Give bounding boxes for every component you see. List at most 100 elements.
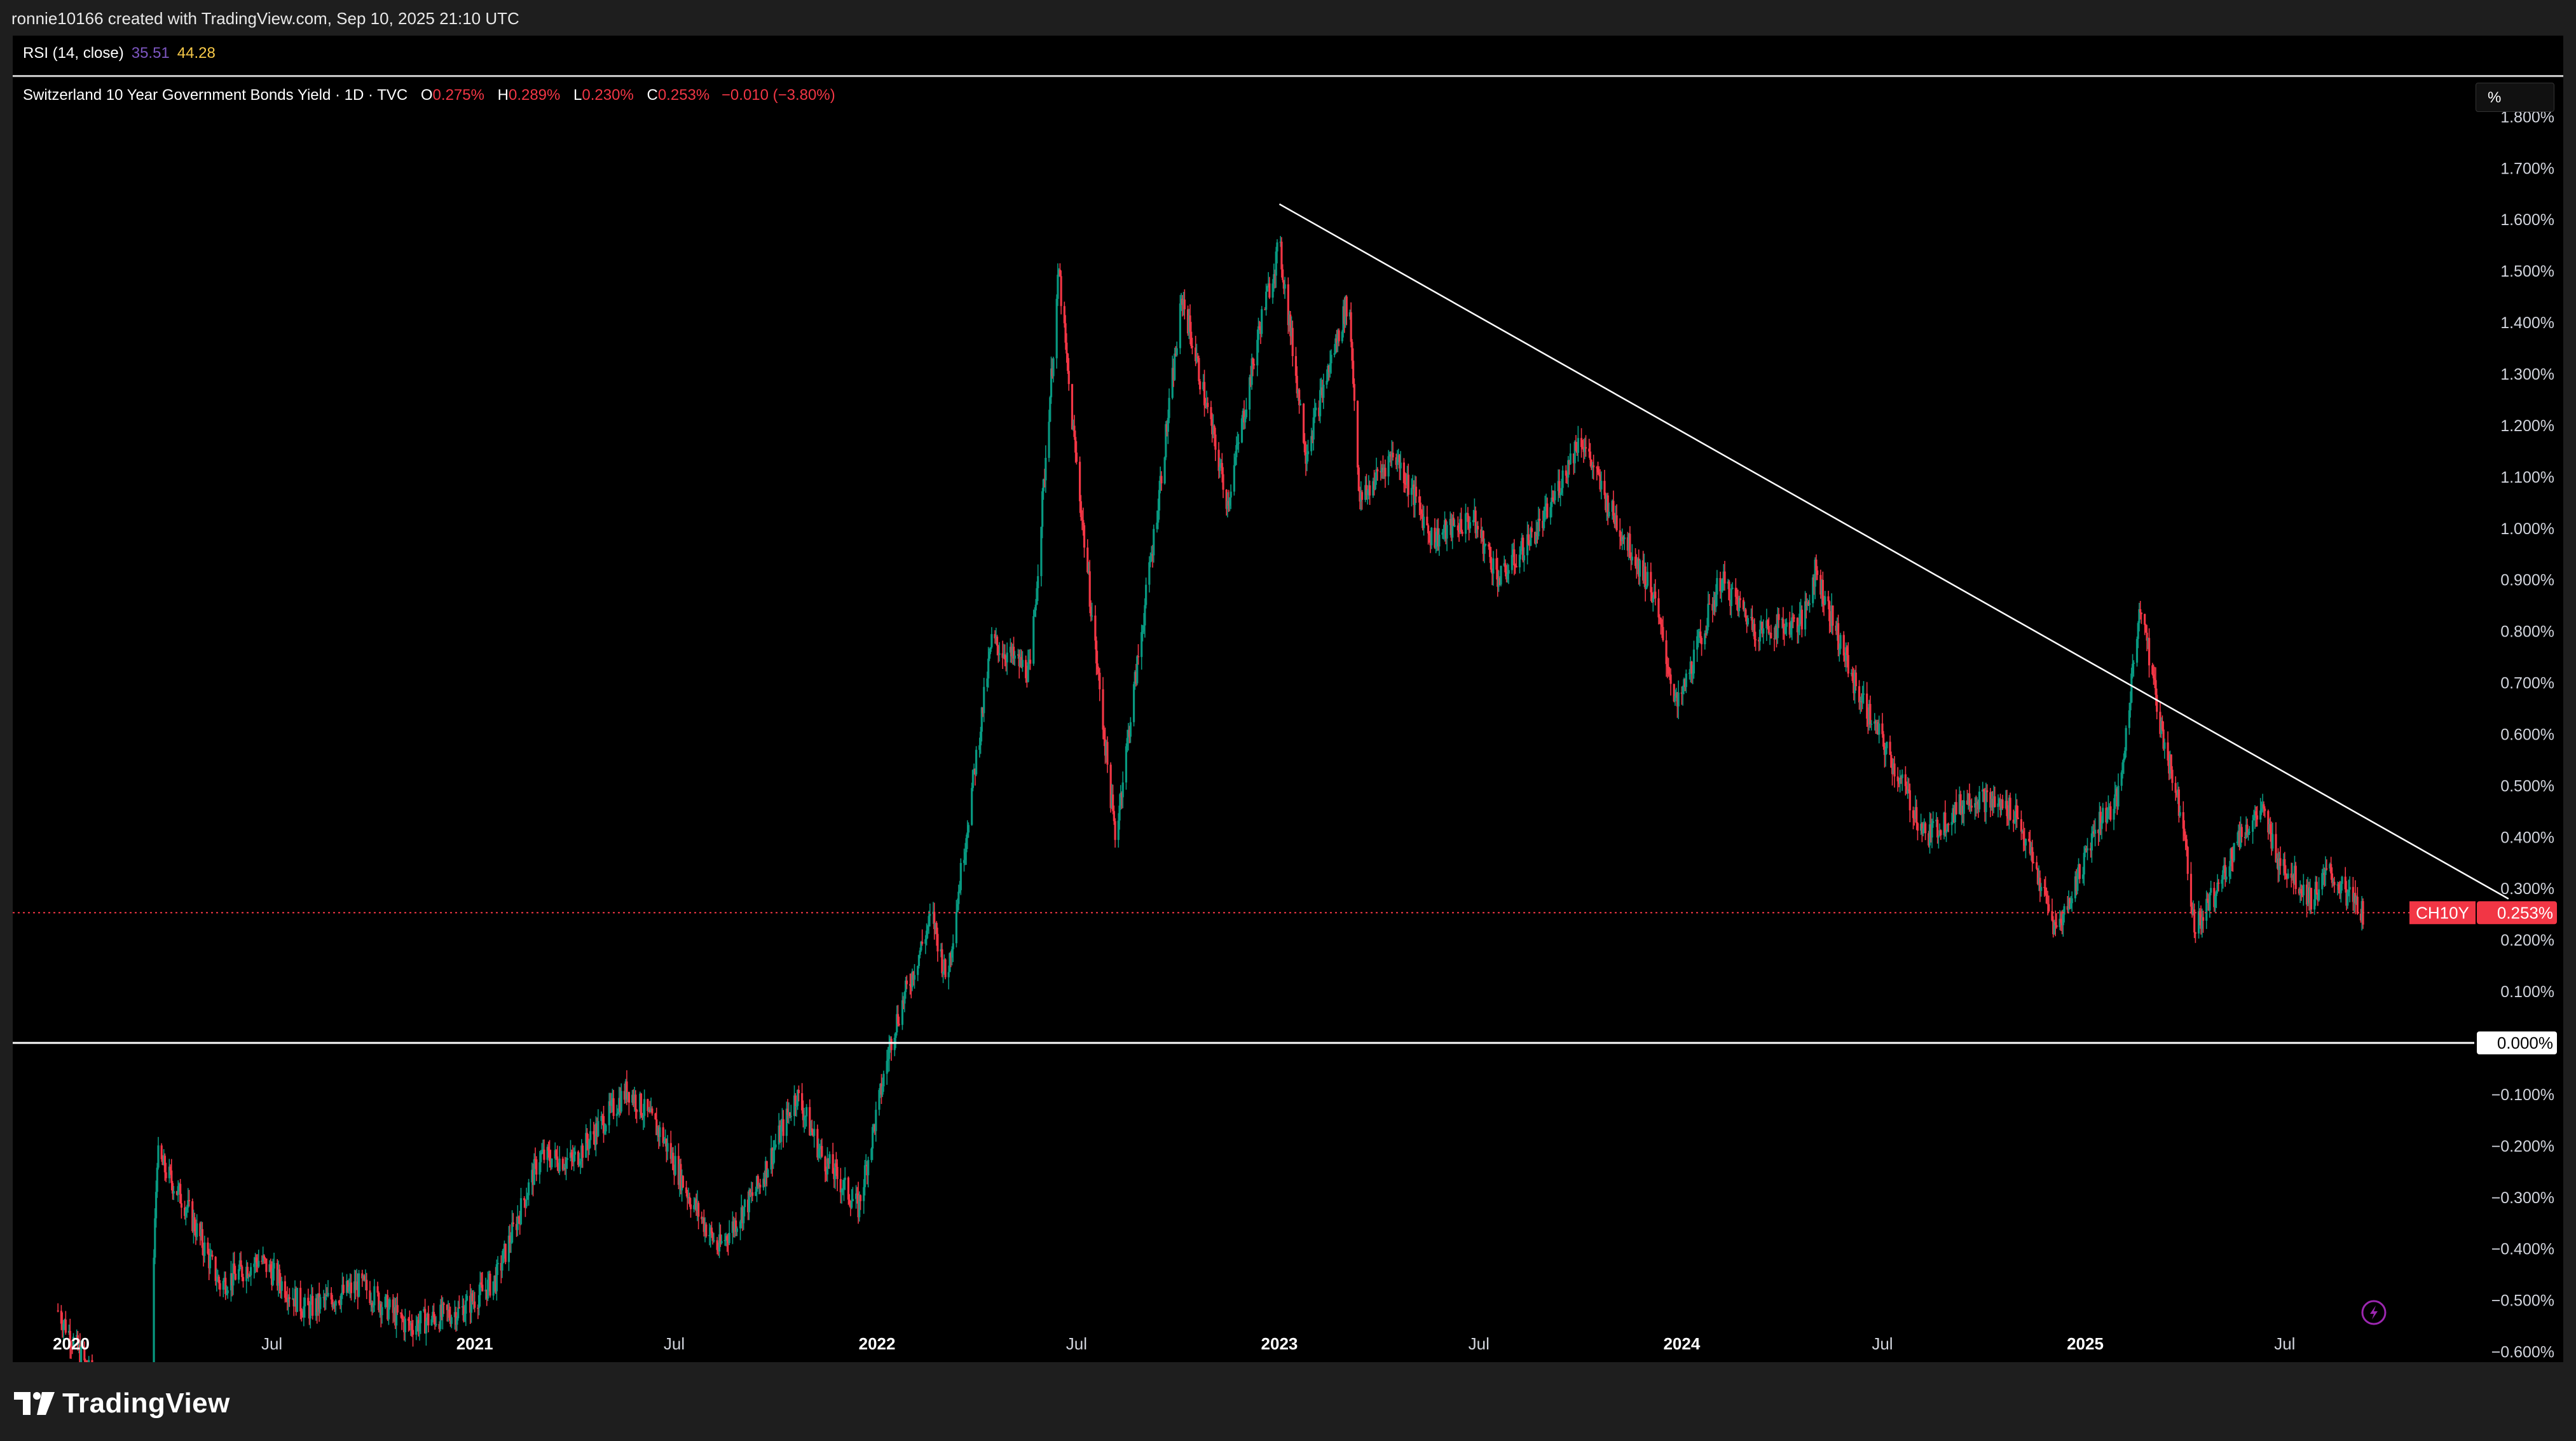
candle-body — [2012, 820, 2015, 824]
candle-body — [1696, 636, 1699, 650]
candle-body — [1148, 562, 1151, 585]
candle-body — [1099, 672, 1101, 689]
candle-body — [1034, 604, 1037, 610]
candle-body — [1213, 425, 1216, 435]
candle-body — [2162, 729, 2165, 749]
rsi-value: 35.51 — [131, 45, 170, 62]
candle-body — [867, 1160, 870, 1176]
candle-body — [934, 923, 937, 930]
candle-body — [1905, 786, 1908, 794]
candle-body — [618, 1098, 620, 1112]
candle-body — [1186, 309, 1189, 334]
candle-body — [1195, 347, 1197, 362]
candle-body — [790, 1115, 792, 1117]
candle-body — [1530, 528, 1533, 532]
candle-body — [531, 1169, 533, 1183]
candle-body — [1952, 808, 1954, 822]
candle-body — [1638, 560, 1641, 577]
tradingview-logo[interactable]: TradingView — [14, 1388, 230, 1419]
y-tick-label: 0.300% — [2500, 880, 2554, 898]
rsi-pane[interactable]: RSI (14, close) 35.51 44.28 — [13, 36, 2563, 75]
candle-body — [1327, 365, 1331, 372]
candle-body — [2009, 797, 2011, 820]
candle-body — [1967, 793, 1970, 805]
candle-body — [399, 1313, 402, 1314]
candle-body — [723, 1239, 726, 1241]
candle-body — [1728, 581, 1730, 600]
candle-body — [654, 1113, 657, 1120]
candle-body — [734, 1220, 736, 1231]
candle-body — [195, 1231, 197, 1238]
y-tick-label: 1.300% — [2500, 366, 2554, 383]
candle-body — [523, 1198, 526, 1201]
candle-body — [1600, 481, 1603, 490]
candle-body — [394, 1307, 397, 1326]
candle-body — [461, 1306, 464, 1307]
candle-body — [1012, 646, 1015, 659]
candle-body — [1685, 673, 1687, 687]
candle-body — [1958, 794, 1961, 815]
candle-body — [1505, 572, 1508, 580]
main-chart-pane[interactable]: 1.900%1.800%1.700%1.600%1.500%1.400%1.30… — [13, 78, 2563, 1362]
lightning-icon[interactable] — [2361, 1300, 2387, 1325]
candle-body — [2093, 831, 2095, 834]
pane-divider[interactable] — [13, 75, 2563, 77]
symbol-legend[interactable]: Switzerland 10 Year Government Bonds Yie… — [23, 86, 835, 104]
candle-body — [497, 1263, 499, 1265]
candle-body — [1180, 298, 1182, 304]
candle-body — [665, 1138, 668, 1152]
candle-body — [1237, 442, 1240, 444]
candle-body — [719, 1234, 722, 1243]
candle-body — [500, 1263, 502, 1271]
candle-body — [1647, 572, 1649, 586]
y-tick-label: 0.700% — [2500, 675, 2554, 693]
candle-body — [2186, 846, 2189, 874]
candle-body — [926, 926, 929, 931]
candle-body — [835, 1163, 837, 1167]
candle-body — [2309, 888, 2312, 903]
candle-body — [1172, 368, 1175, 380]
descending-trendline[interactable] — [1278, 203, 2509, 900]
candle-body — [1321, 387, 1324, 398]
candle-body — [597, 1120, 599, 1136]
candle-body — [757, 1176, 759, 1187]
candle-body — [1376, 469, 1379, 472]
candle-body — [1577, 438, 1579, 453]
candle-body — [1168, 397, 1170, 418]
candle-body — [1907, 789, 1910, 791]
candle-body — [1963, 800, 1965, 814]
candle-body — [812, 1132, 814, 1136]
candle-body — [1315, 407, 1317, 411]
candle-body — [2336, 884, 2339, 886]
candle-body — [1720, 590, 1723, 591]
candle-body — [1153, 528, 1155, 556]
candle-body — [736, 1228, 738, 1232]
candle-body — [370, 1303, 373, 1304]
candle-body — [1372, 481, 1374, 496]
candle-body — [1954, 802, 1956, 822]
candle-body — [2244, 837, 2247, 838]
price-chart[interactable]: 1.900%1.800%1.700%1.600%1.500%1.400%1.30… — [13, 78, 2563, 1362]
candle-body — [955, 912, 957, 944]
candle-body — [526, 1195, 529, 1200]
candle-body — [2167, 742, 2169, 761]
candle-body — [510, 1222, 514, 1243]
candle-body — [2020, 819, 2023, 832]
candle-body — [1652, 598, 1654, 602]
candle-body — [1366, 490, 1369, 495]
candle-body — [832, 1154, 834, 1174]
percent-scale-button[interactable]: % — [2476, 83, 2554, 112]
candle-body — [727, 1240, 730, 1243]
candle-body — [319, 1297, 322, 1309]
candle-body — [1465, 513, 1468, 514]
candle-body — [1929, 824, 1932, 838]
candle-body — [1775, 626, 1778, 638]
candle-body — [828, 1154, 831, 1164]
candle-body — [1387, 456, 1390, 477]
candle-body — [2201, 917, 2203, 929]
candle-body — [509, 1236, 511, 1244]
candle-body — [1688, 672, 1691, 674]
candle-body — [551, 1158, 553, 1168]
candle-body — [633, 1094, 636, 1103]
candle-body — [1079, 501, 1082, 518]
